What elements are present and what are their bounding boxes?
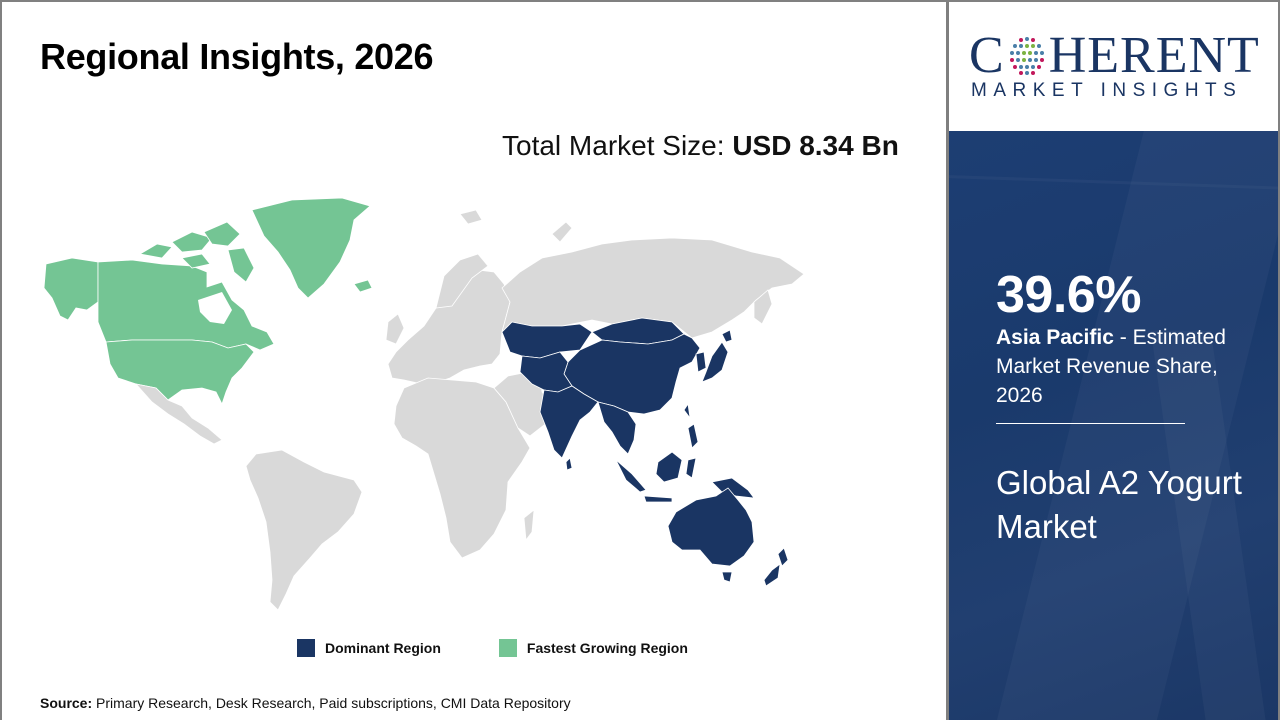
world-map bbox=[43, 197, 805, 611]
market-size-label: Total Market Size: bbox=[502, 130, 733, 161]
insights-panel: Regional Insights, 2026 Total Market Siz… bbox=[2, 2, 948, 720]
logo-letter: C bbox=[969, 27, 1005, 84]
map-legend: Dominant Region Fastest Growing Region bbox=[297, 639, 746, 657]
logo-tagline: MARKET INSIGHTS bbox=[971, 80, 1243, 101]
logo-letters: HERENT bbox=[1048, 27, 1260, 84]
dominant-swatch-icon bbox=[297, 639, 315, 657]
source-label: Source: bbox=[40, 695, 93, 711]
share-description: Asia Pacific - Estimated Market Revenue … bbox=[996, 323, 1256, 410]
legend-label: Fastest Growing Region bbox=[526, 640, 688, 656]
highlight-panel: 39.6% Asia Pacific - Estimated Market Re… bbox=[949, 131, 1278, 720]
panel-divider bbox=[946, 2, 949, 720]
globe-dots-icon bbox=[1009, 37, 1044, 75]
market-size-value: USD 8.34 Bn bbox=[732, 130, 899, 161]
total-market-size: Total Market Size: USD 8.34 Bn bbox=[502, 126, 902, 165]
logo-wordmark: C HERENT bbox=[969, 30, 1260, 82]
region-asia-pacific bbox=[501, 317, 789, 587]
legend-item-dominant: Dominant Region bbox=[297, 639, 441, 657]
region-north-america bbox=[43, 197, 373, 406]
dominant-region-name: Asia Pacific bbox=[996, 326, 1114, 349]
separator-line bbox=[996, 423, 1185, 424]
share-percentage: 39.6% bbox=[996, 266, 1141, 324]
source-text: Primary Research, Desk Research, Paid su… bbox=[92, 695, 571, 711]
share-description-text: - Estimated Market Revenue Share, 2026 bbox=[996, 326, 1226, 407]
page-title: Regional Insights, 2026 bbox=[40, 36, 434, 77]
source-note: Source: Primary Research, Desk Research,… bbox=[40, 695, 571, 711]
legend-label: Dominant Region bbox=[325, 640, 441, 656]
legend-item-fastest: Fastest Growing Region bbox=[498, 639, 688, 657]
region-other bbox=[134, 209, 805, 611]
brand-logo: C HERENT MARKET INSIGHTS bbox=[949, 2, 1278, 131]
market-name: Global A2 Yogurt Market bbox=[996, 464, 1242, 545]
fastest-swatch-icon bbox=[498, 639, 517, 657]
